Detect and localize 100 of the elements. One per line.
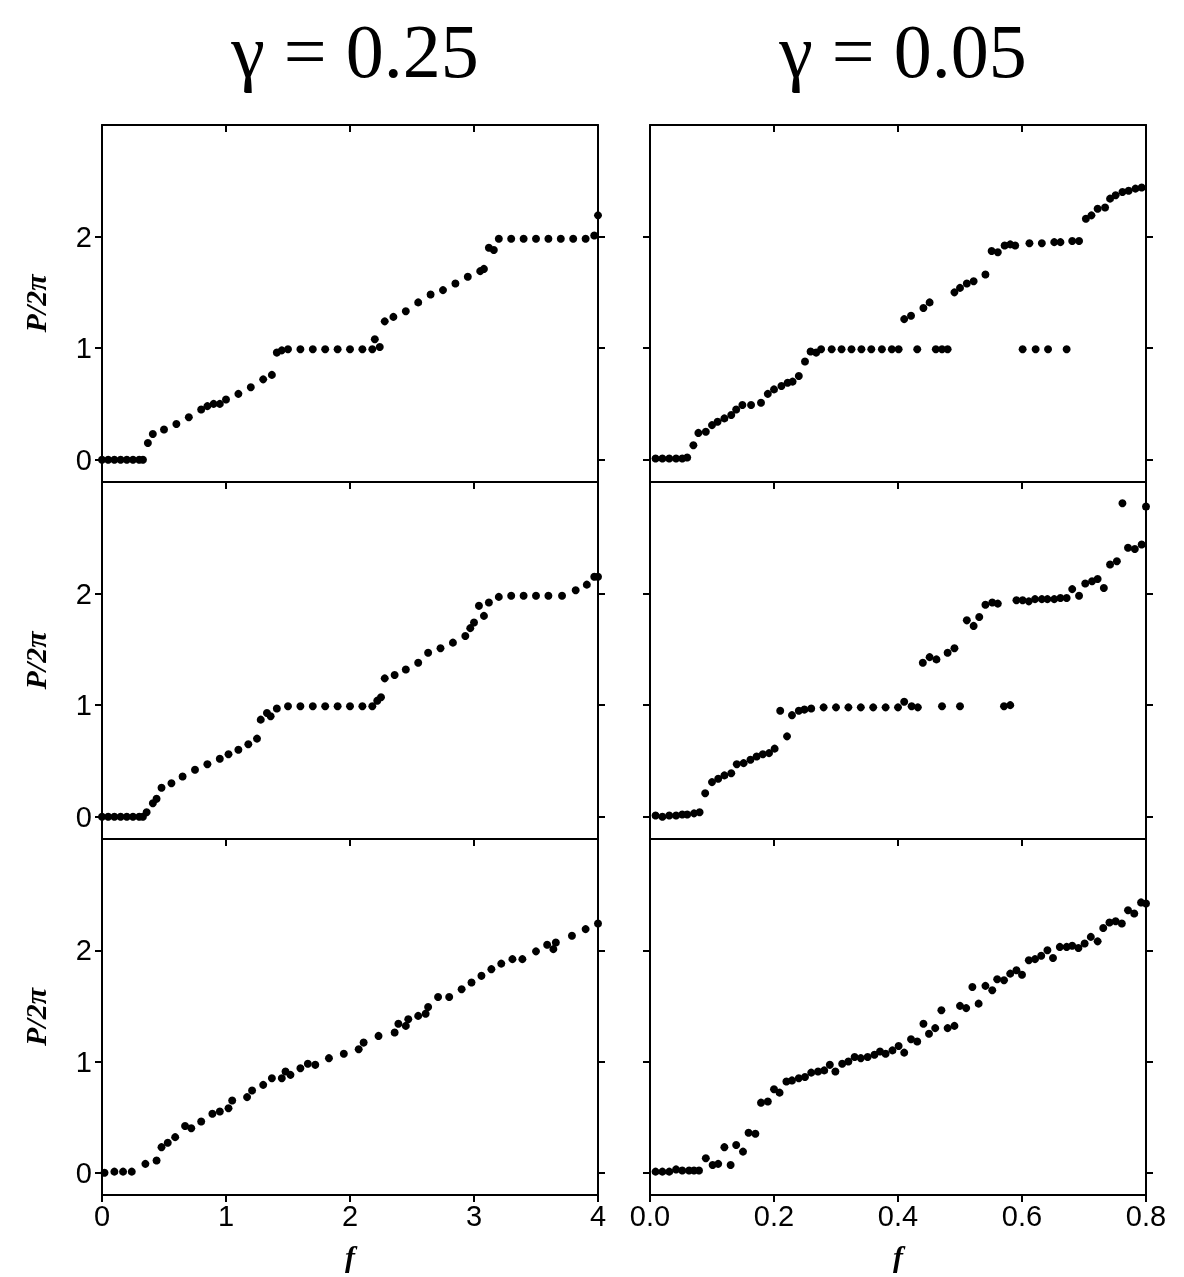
point [571,586,580,595]
point [296,345,305,354]
point [141,1159,150,1168]
point [222,395,230,404]
point [558,591,567,600]
point [374,1031,383,1040]
point [370,335,379,344]
point [272,704,281,713]
point [197,1117,206,1126]
point [544,234,553,243]
point [234,745,243,754]
point [507,591,516,600]
point [110,1167,119,1176]
point [556,234,565,243]
y-tick-label: 0 [75,1156,92,1189]
point [184,413,193,422]
point [171,1133,180,1142]
point [368,702,377,711]
point [380,674,389,683]
point [445,992,454,1001]
point [394,1019,403,1028]
chart-title: γ = 0.25 [230,9,479,93]
y-tick-label: 0 [75,800,92,833]
y-tick-label: 2 [75,220,92,253]
point [167,779,176,788]
point [582,580,591,589]
point [246,383,255,392]
point [594,211,602,220]
point [284,345,292,354]
point [467,978,476,987]
point [424,1002,433,1011]
point [100,1168,109,1177]
point [259,1080,268,1089]
point [346,345,354,354]
point [148,430,157,439]
point [243,1093,252,1102]
point [259,375,268,384]
point [321,702,330,711]
point [544,591,553,600]
y-axis-title: P/2π [18,630,52,691]
point [519,591,528,600]
point [321,345,330,354]
point [203,402,212,411]
y-tick-label: 0 [75,443,92,476]
x-tick-label: 0.8 [1125,1199,1167,1232]
point [436,644,445,653]
point [358,702,367,711]
point [224,1104,233,1113]
point [286,1070,295,1079]
point [487,965,496,974]
point [354,1045,363,1054]
point [157,1143,166,1152]
point [248,1086,257,1095]
point [448,638,457,647]
point [508,955,517,964]
point [333,345,342,354]
point [296,702,305,711]
point [324,1054,333,1063]
point [507,234,516,243]
x-tick-label: 0.4 [877,1199,919,1232]
point [439,286,447,295]
y-tick-label: 2 [75,577,92,610]
point [477,971,486,980]
point [474,601,483,610]
point [296,1064,305,1073]
point [256,715,265,724]
point [404,1015,413,1024]
point [581,234,590,243]
point [457,985,466,994]
point [426,290,435,299]
point [339,1049,348,1058]
point [519,234,528,243]
point [470,618,478,627]
y-tick-label: 1 [75,1045,92,1078]
point [451,279,460,288]
point [127,1167,136,1176]
point [267,1074,276,1083]
point [277,1074,286,1083]
point [303,1059,312,1068]
point [424,648,433,657]
point [308,345,317,354]
chart-title: γ = 0.05 [778,9,1027,93]
point [390,671,399,679]
point [549,945,558,954]
point [208,1109,217,1118]
point [380,317,389,326]
x-tick-label: 0.2 [753,1199,795,1232]
point [551,938,560,947]
point [389,312,398,321]
point [187,1124,196,1133]
x-tick-label: 0.0 [629,1199,671,1232]
point [594,919,602,928]
point [569,234,578,243]
point [178,772,187,781]
point [484,598,493,607]
x-tick-label: 1 [217,1199,235,1232]
point [375,343,384,352]
x-tick-label: 0.6 [1001,1199,1043,1232]
point [532,234,540,243]
point [157,783,166,792]
